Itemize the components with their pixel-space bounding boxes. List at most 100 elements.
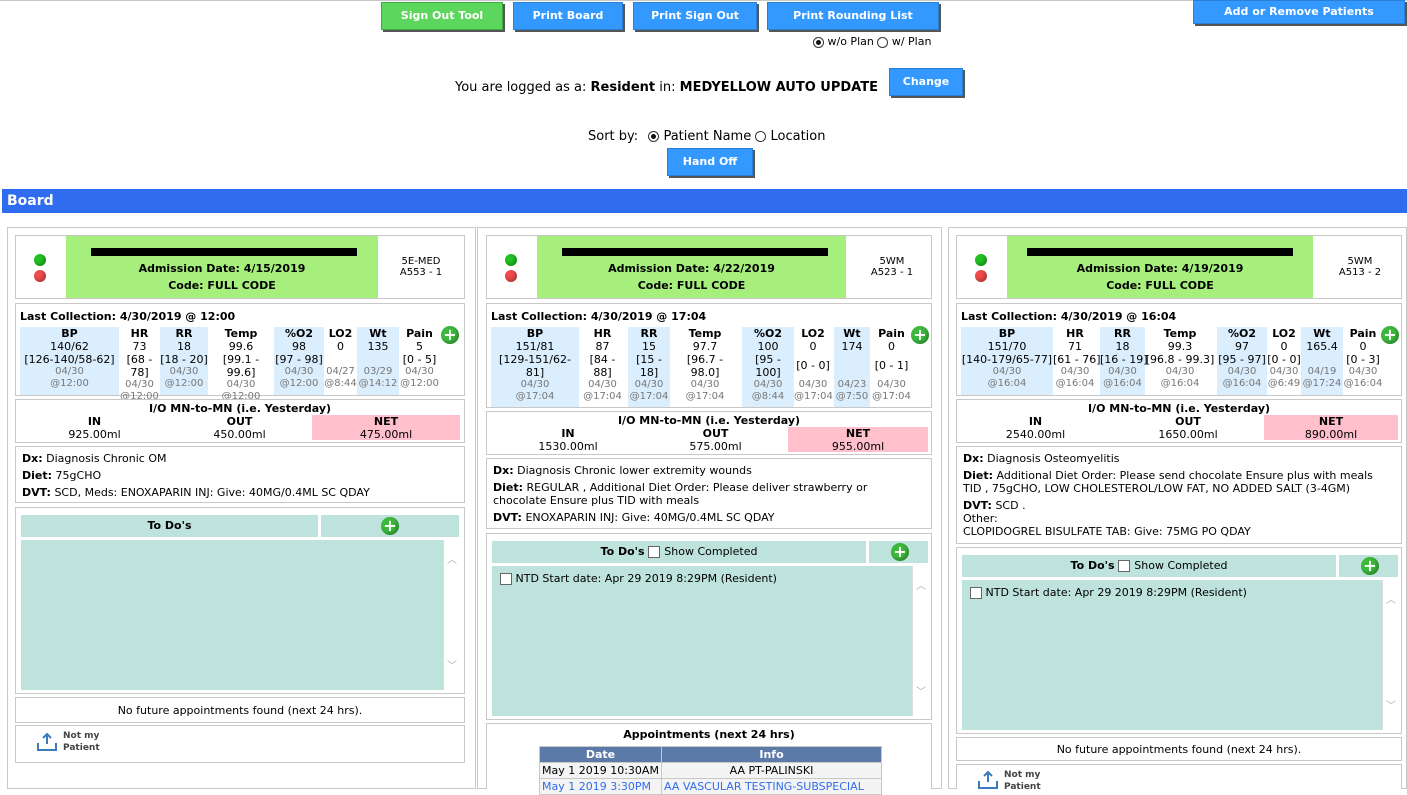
add-vitals-icon[interactable]: +: [441, 326, 459, 344]
vital-date: 04/30: [992, 366, 1022, 377]
label-line: Not my: [1004, 770, 1041, 780]
vital-range: [95 - 97]: [1218, 353, 1266, 366]
add-todo-icon[interactable]: +: [1361, 557, 1379, 575]
sort-location-radio[interactable]: [755, 131, 767, 142]
scroll-up-icon[interactable]: ︿: [1386, 595, 1396, 606]
room: A553 - 1: [399, 267, 443, 278]
vital-range: [96.7 -: [686, 353, 724, 366]
print-rounding-list-button[interactable]: Print Rounding List: [767, 2, 939, 30]
io-in-label: IN: [561, 427, 575, 440]
vital-header: Pain: [406, 327, 433, 340]
print-sign-out-button[interactable]: Print Sign Out: [633, 2, 757, 30]
vital-header: BP: [526, 327, 544, 340]
vital-date: 03/29: [363, 366, 393, 377]
todo-list[interactable]: ︿ ﹀: [21, 540, 459, 690]
vital-date: 04/30: [798, 379, 828, 390]
vital-time: @16:04: [1055, 378, 1095, 389]
io-in-value: 925.00ml: [68, 428, 121, 441]
admission-date: Admission Date: 4/15/2019: [138, 262, 306, 275]
add-vitals-icon[interactable]: +: [1381, 326, 1399, 344]
show-completed-checkbox[interactable]: [1118, 560, 1131, 572]
sort-patient-name-radio[interactable]: [648, 131, 660, 142]
todo-title: To Do's: [1070, 559, 1115, 572]
todo-list[interactable]: NTD Start date: Apr 29 2019 8:29PM (Resi…: [962, 580, 1398, 730]
vital-time: @12:00: [400, 378, 439, 389]
todo-checkbox[interactable]: [970, 587, 982, 599]
add-vitals-icon[interactable]: +: [911, 326, 929, 344]
vital-time: @7:50: [835, 391, 869, 402]
vital-date: 04/30: [588, 379, 617, 390]
top-divider: [0, 0, 1407, 1]
todo-scrollbar[interactable]: ︿ ﹀: [443, 540, 459, 690]
vital-value: 140/62: [50, 340, 89, 353]
other-value: CLOPIDOGREL BISULFATE TAB: Give: 75MG PO…: [963, 525, 1251, 538]
sign-out-tool-button[interactable]: Sign Out Tool: [381, 2, 503, 30]
show-completed-checkbox[interactable]: [648, 546, 661, 558]
vital-range: [84 -: [589, 353, 616, 366]
vital-date: 04/30: [1227, 366, 1257, 377]
not-my-patient-panel-3: Not my Patient: [956, 764, 1402, 789]
hand-off-button[interactable]: Hand Off: [667, 148, 753, 176]
vital-value: 135: [367, 340, 389, 353]
io-net-label: NET: [373, 415, 399, 428]
io-net: NET 890.00ml: [1264, 415, 1398, 441]
room: A513 - 2: [1338, 267, 1382, 278]
scroll-down-icon[interactable]: ﹀: [1386, 701, 1396, 712]
vital-time: @17:04: [794, 391, 833, 402]
io-out-value: 575.00ml: [689, 440, 742, 453]
vital-time: @16:04: [1222, 378, 1262, 389]
scroll-down-icon[interactable]: ﹀: [447, 661, 457, 672]
vital-wt: Wt 135 03/29 @14:12: [357, 327, 399, 395]
show-completed-label: Show Completed: [1134, 559, 1228, 572]
vital-range: [0 - 5]: [402, 353, 437, 366]
vital-range: [126-140/58-62]: [24, 353, 115, 366]
admission-panel[interactable]: Admission Date: 4/22/2019 Code: FULL COD…: [537, 236, 846, 298]
status-green-icon: [34, 254, 46, 266]
no-appointments-text: No future appointments found (next 24 hr…: [1056, 743, 1302, 756]
table-row[interactable]: May 1 2019 3:30PM AA VASCULAR TESTING-SU…: [539, 778, 882, 795]
wo-plan-radio[interactable]: [813, 36, 824, 48]
status-red-icon: [505, 270, 517, 282]
admission-panel[interactable]: Admission Date: 4/19/2019 Code: FULL COD…: [1007, 236, 1313, 298]
dvt-line: DVT: SCD .: [963, 499, 1026, 512]
diet-line: Diet: 75gCHO: [22, 469, 101, 482]
code-status: Code: FULL CODE: [1106, 279, 1214, 292]
todo-scrollbar[interactable]: ︿ ﹀: [912, 566, 928, 716]
dvt-value: ENOXAPARIN INJ: Give: 40MG/0.4ML SC QDAY: [525, 511, 775, 524]
login-unit: MEDYELLOW AUTO UPDATE: [679, 80, 878, 95]
redacted-name: [1027, 248, 1293, 256]
vital-header: LO2: [328, 327, 353, 340]
add-remove-patients-button[interactable]: Add or Remove Patients: [1193, 0, 1405, 24]
todo-scrollbar[interactable]: ︿ ﹀: [1382, 580, 1398, 730]
table-row[interactable]: May 1 2019 10:30AM AA PT-PALINSKI: [539, 762, 882, 779]
scroll-up-icon[interactable]: ︿: [447, 555, 457, 566]
add-todo-icon[interactable]: +: [891, 543, 909, 561]
io-in: IN 2540.00ml: [963, 415, 1108, 441]
login-prefix: You are logged as a:: [455, 80, 587, 95]
vital-rr: RR 18 [18 - 20] 04/30 @12:00: [160, 327, 208, 395]
todo-item[interactable]: NTD Start date: Apr 29 2019 8:29PM (Resi…: [970, 586, 1247, 599]
todo-list[interactable]: NTD Start date: Apr 29 2019 8:29PM (Resi…: [492, 566, 928, 716]
vital-date: 04/30: [169, 366, 199, 377]
add-todo-icon[interactable]: +: [381, 517, 399, 535]
scroll-up-icon[interactable]: ︿: [916, 581, 926, 592]
col-date: Date: [539, 746, 662, 763]
change-button[interactable]: Change: [889, 68, 963, 96]
dvt-label: DVT:: [22, 486, 51, 499]
dx-value: Diagnosis Chronic OM: [46, 452, 167, 465]
io-in-value: 2540.00ml: [1005, 428, 1066, 441]
diet-label: Diet:: [963, 469, 994, 482]
todo-item[interactable]: NTD Start date: Apr 29 2019 8:29PM (Resi…: [500, 572, 777, 585]
print-board-button[interactable]: Print Board: [513, 2, 623, 30]
status-red-icon: [975, 270, 987, 282]
vitals-grid: BP 140/62 [126-140/58-62] 04/30 @12:00 H…: [20, 327, 440, 402]
other-label: Other:: [963, 512, 998, 525]
todo-checkbox[interactable]: [500, 573, 512, 585]
admission-panel[interactable]: Admission Date: 4/15/2019 Code: FULL COD…: [66, 236, 378, 298]
vital-header: Wt: [843, 327, 861, 340]
vital-date: 04/30: [690, 379, 720, 390]
vital-header: LO2: [801, 327, 825, 340]
w-plan-radio[interactable]: [877, 36, 889, 48]
vital-header: BP: [61, 327, 78, 340]
scroll-down-icon[interactable]: ﹀: [916, 687, 926, 698]
